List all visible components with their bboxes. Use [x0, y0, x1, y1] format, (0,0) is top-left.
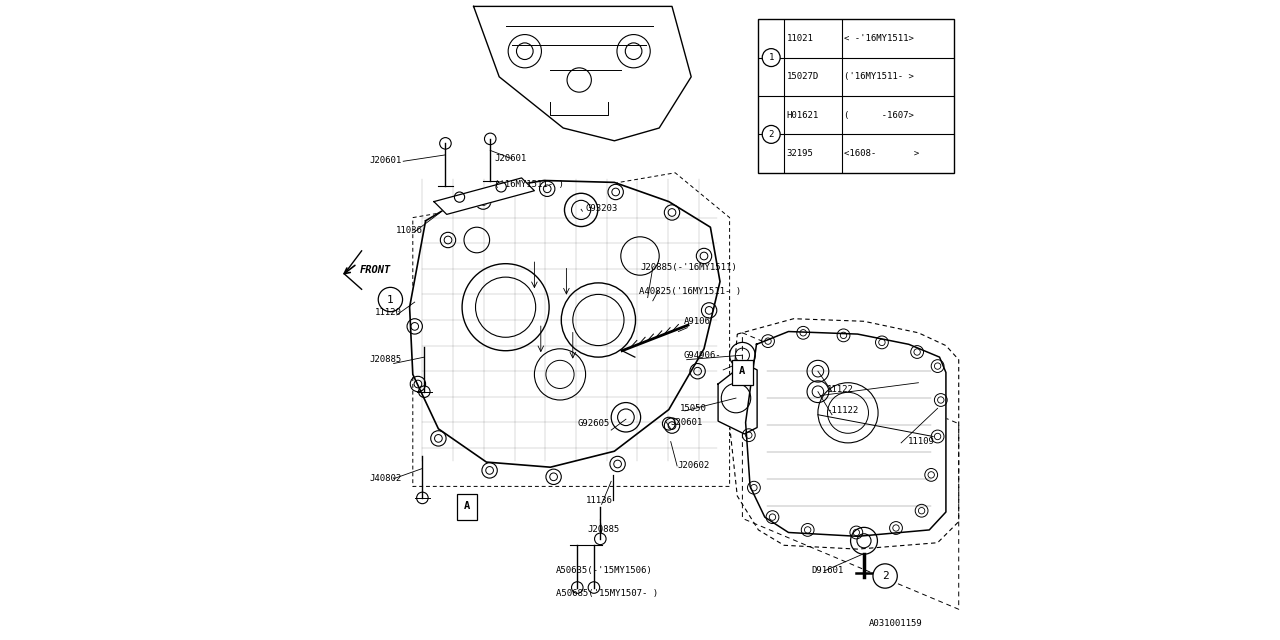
- Circle shape: [762, 125, 781, 143]
- Text: 15050: 15050: [680, 404, 707, 413]
- Text: 2: 2: [882, 571, 888, 581]
- Text: A: A: [465, 500, 470, 511]
- Text: ('16MY1511- >: ('16MY1511- >: [845, 72, 914, 81]
- Text: < -'16MY1511>: < -'16MY1511>: [845, 34, 914, 43]
- Circle shape: [762, 49, 781, 67]
- Text: J40802: J40802: [370, 474, 402, 483]
- Text: 11122: 11122: [827, 385, 854, 394]
- Text: 11120: 11120: [374, 308, 401, 317]
- Text: (      -1607>: ( -1607>: [845, 111, 914, 120]
- Text: 11136: 11136: [585, 496, 612, 505]
- Text: J20601: J20601: [494, 154, 526, 163]
- Text: 1: 1: [387, 294, 394, 305]
- Bar: [457, 494, 477, 520]
- Bar: [732, 360, 753, 385]
- Text: A40825('16MY1511- ): A40825('16MY1511- ): [639, 287, 741, 296]
- Polygon shape: [742, 333, 959, 609]
- Text: D91601: D91601: [812, 566, 844, 575]
- Polygon shape: [745, 332, 946, 536]
- Text: A: A: [740, 366, 745, 376]
- Text: J20885(-'16MY1511): J20885(-'16MY1511): [640, 263, 737, 272]
- Polygon shape: [718, 364, 758, 434]
- Text: J20885: J20885: [370, 355, 402, 364]
- Text: J20601: J20601: [370, 156, 402, 164]
- Text: 32195: 32195: [786, 149, 813, 158]
- Text: A50635(-'15MY1506): A50635(-'15MY1506): [556, 566, 653, 575]
- Text: 15027D: 15027D: [786, 72, 819, 81]
- Text: G93203: G93203: [585, 204, 618, 213]
- Text: A9106: A9106: [684, 317, 710, 326]
- Text: H01621: H01621: [786, 111, 819, 120]
- Text: 2: 2: [768, 130, 774, 139]
- Text: J20602: J20602: [677, 461, 709, 470]
- Text: 11036: 11036: [396, 226, 422, 235]
- Polygon shape: [410, 180, 719, 467]
- Text: <1608-       >: <1608- >: [845, 149, 919, 158]
- Circle shape: [873, 564, 897, 588]
- Text: G92605: G92605: [577, 419, 609, 428]
- Circle shape: [379, 287, 402, 312]
- Text: FRONT: FRONT: [360, 265, 390, 275]
- Text: -11122: -11122: [827, 406, 859, 415]
- Text: J20601: J20601: [671, 418, 703, 427]
- Text: 11021: 11021: [786, 34, 813, 43]
- Text: A031001159: A031001159: [869, 620, 923, 628]
- Text: J20885: J20885: [588, 525, 620, 534]
- Bar: [759, 19, 954, 173]
- Polygon shape: [434, 178, 535, 214]
- Text: G94906-: G94906-: [684, 351, 721, 360]
- Text: 1: 1: [768, 53, 774, 62]
- Text: A50685('15MY1507- ): A50685('15MY1507- ): [556, 589, 658, 598]
- Polygon shape: [474, 6, 691, 141]
- Text: ('16MY1511- ): ('16MY1511- ): [494, 180, 564, 189]
- Text: 11109: 11109: [908, 437, 934, 446]
